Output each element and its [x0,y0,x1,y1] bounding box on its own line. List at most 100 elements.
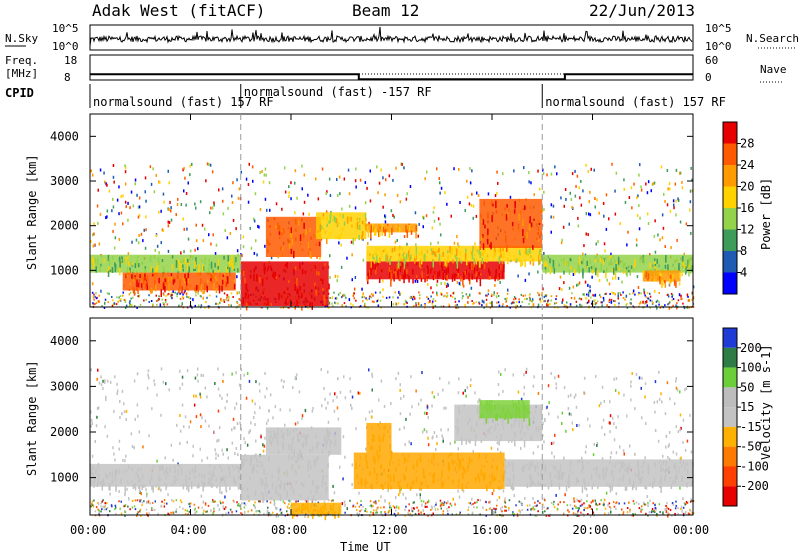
echo-streak [287,227,289,230]
noise-pixel [435,503,437,506]
echo-streak [321,450,324,454]
noise-pixel [546,507,548,510]
echo-streak [302,441,305,449]
echo-streak [442,481,444,487]
echo-streak [503,264,505,269]
echo-streak [270,303,272,306]
echo-streak [280,429,283,433]
scatter-pixel [204,419,207,423]
echo-streak [582,271,584,279]
noise-pixel [516,514,519,517]
noise-pixel [379,291,381,294]
echo-streak [156,268,158,277]
noise-pixel [133,505,136,508]
echo-streak [114,474,117,482]
scatter-pixel [240,368,243,372]
noise-pixel [550,295,553,298]
echo-streak [366,252,369,255]
noise-pixel [148,301,150,303]
echo-streak [266,249,269,253]
echo-streak [427,266,429,275]
scatter-pixel [552,204,555,208]
echo-streak [127,482,130,485]
echo-streak [211,275,214,279]
noise-pixel [685,511,687,514]
echo-streak [504,230,506,234]
echo-streak [335,218,338,224]
echo-streak [617,256,620,265]
noise-pixel [204,503,207,506]
echo-streak [158,277,160,284]
noise-pixel [204,510,207,513]
noise-pixel [279,508,282,511]
echo-streak [227,255,229,262]
echo-streak [523,440,526,448]
echo-streak [134,276,136,281]
scatter-pixel [433,395,435,399]
scatter-pixel [249,226,251,230]
scatter-pixel [575,506,577,509]
scatter-pixel [653,289,656,293]
echo-streak [410,254,412,260]
echo-streak [674,476,676,484]
echo-streak [307,497,309,503]
echo-streak [144,284,147,289]
noise-pixel [167,292,170,295]
scatter-pixel [175,213,177,217]
noise-pixel [293,307,296,309]
scatter-pixel [216,439,218,443]
scatter-pixel [628,196,631,199]
noise-pixel [350,302,352,305]
echo-streak [328,432,331,437]
scatter-pixel [339,390,342,394]
noise-pixel [109,510,111,513]
scatter-pixel [351,253,353,257]
echo-streak [178,260,180,264]
echo-streak [512,463,514,472]
echo-streak [390,256,392,259]
scatter-pixel [215,456,217,460]
echo-streak [356,474,358,479]
noise-pixel [266,500,268,503]
echo-streak [455,248,458,257]
scatter-pixel [641,376,643,380]
noise-pixel [526,508,529,511]
noise-pixel [465,293,468,296]
noise-pixel [427,301,430,304]
echo-streak [669,278,671,286]
echo-streak [503,266,505,270]
echo-streak [295,218,297,225]
noise-pixel [671,299,673,302]
scatter-pixel [613,438,616,442]
scatter-pixel [343,177,346,181]
scatter-pixel [127,201,129,205]
scatter-pixel [574,194,577,198]
scatter-pixel [645,300,648,304]
noise-pixel [388,502,391,504]
noise-pixel [637,293,640,296]
echo-streak [129,261,132,264]
echo-streak [256,457,258,463]
scatter-pixel [589,213,592,217]
echo-streak [167,277,170,282]
scatter-pixel [315,177,317,181]
echo-streak [478,477,481,483]
scatter-pixel [197,379,199,383]
noise-pixel [572,512,575,515]
echo-streak [311,302,313,310]
echo-streak [636,474,639,478]
noise-pixel [485,501,487,504]
scatter-pixel [543,208,545,212]
scatter-pixel [627,230,629,234]
noise-pixel [518,509,520,512]
scatter-pixel [638,173,640,177]
noise-pixel [641,505,643,508]
noise-pixel [150,300,153,302]
echo-streak [437,273,440,276]
echo-streak [301,508,304,511]
echo-streak [295,237,297,242]
noise-pixel [654,511,656,513]
noise-pixel [617,297,619,300]
echo-streak [523,466,525,473]
